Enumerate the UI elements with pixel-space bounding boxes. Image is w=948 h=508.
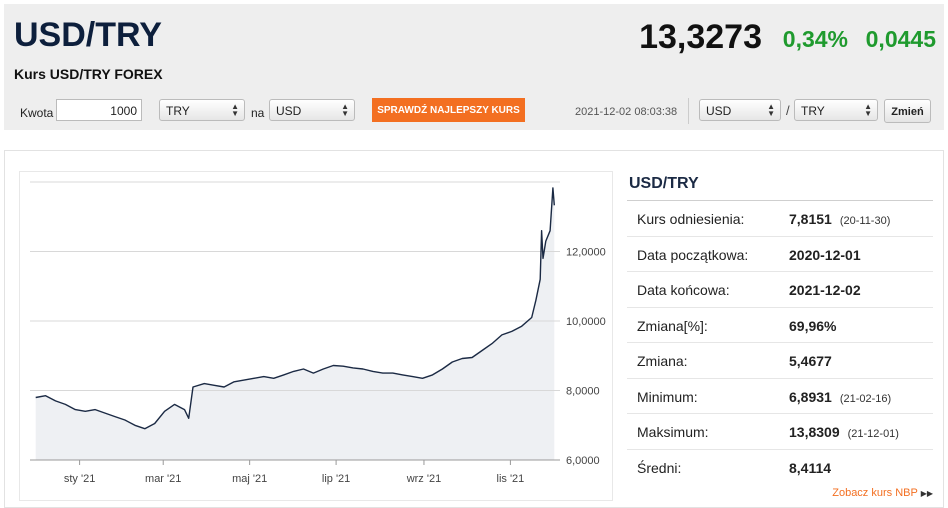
select-arrows-icon: ▲ ▼ xyxy=(767,102,775,118)
stats-row: Maksimum: 13,8309 (21-12-01) xyxy=(627,414,933,450)
x-tick-label: sty '21 xyxy=(64,473,95,485)
price-chart[interactable]: 6,0000 8,0000 10,0000 12,0000 sty '21 mar '21… xyxy=(19,171,613,501)
page-subtitle: Kurs USD/TRY FOREX xyxy=(14,66,163,82)
stats-value: 2020-12-01 xyxy=(789,246,861,263)
double-arrow-right-icon: ▶▶ xyxy=(920,489,933,498)
change-pair-button[interactable]: Zmień xyxy=(884,99,931,123)
stats-value: 6,8931 (21-02-16) xyxy=(789,388,892,405)
stats-value: 2021-12-02 xyxy=(789,282,861,298)
stats-label: Średni: xyxy=(637,459,682,476)
stats-value: 7,8151 (20-11-30) xyxy=(789,211,891,227)
page-title: USD/TRY xyxy=(14,16,162,54)
stats-row: Data końcowa: 2021-12-02 xyxy=(627,272,933,308)
nbp-link-label: Zobacz kurs NBP xyxy=(832,487,918,499)
quote-header: USD/TRY Kurs USD/TRY FOREX 13,3273 0,34%… xyxy=(4,4,944,130)
stats-value: 5,4677 xyxy=(789,353,832,369)
stats-label: Zmiana[%]: xyxy=(637,317,708,334)
stats-row: Zmiana: 5,4677 xyxy=(627,343,933,379)
stats-row: Data początkowa: 2020-12-01 xyxy=(627,237,933,272)
stats-row: Minimum: 6,8931 (21-02-16) xyxy=(627,379,933,414)
select-arrows-icon: ▲ ▼ xyxy=(231,102,239,118)
stats-panel: USD/TRY Kurs odniesienia: 7,8151 (20-11-30… xyxy=(627,171,933,485)
amount-label: Kwota xyxy=(20,106,54,120)
stats-row: Kurs odniesienia: 7,8151 (20-11-30) xyxy=(627,201,933,237)
y-tick-label: 12,0000 xyxy=(566,247,606,259)
stats-title: USD/TRY xyxy=(627,171,933,201)
pair-base-value: USD xyxy=(706,104,732,118)
currency-to-select[interactable]: USD ▲ ▼ xyxy=(269,99,355,121)
pair-quote-select[interactable]: TRY ▲ ▼ xyxy=(794,99,878,121)
x-tick-label: wrz '21 xyxy=(406,473,442,485)
stats-row: Zmiana[%]: 69,96% xyxy=(627,308,933,343)
amount-input[interactable]: 1000 xyxy=(56,99,142,121)
current-price: 13,3273 xyxy=(639,18,762,56)
chart-svg: 6,0000 8,0000 10,0000 12,0000 sty '21 mar '21… xyxy=(30,181,606,485)
stats-label: Data końcowa: xyxy=(637,282,730,298)
stats-date: (20-11-30) xyxy=(839,215,891,227)
x-tick-label: lis '21 xyxy=(497,473,525,485)
pair-base-select[interactable]: USD ▲ ▼ xyxy=(699,99,781,121)
stats-value: 8,4114 xyxy=(789,459,832,476)
currency-from-value: TRY xyxy=(166,104,190,118)
stats-label: Kurs odniesienia: xyxy=(637,211,745,227)
x-tick-label: lip '21 xyxy=(322,473,350,485)
stats-value: 13,8309 (21-12-01) xyxy=(789,424,899,440)
quote-timestamp: 2021-12-02 08:03:38 xyxy=(575,106,678,118)
stats-label: Minimum: xyxy=(637,388,698,405)
series-area-fill xyxy=(35,187,555,460)
nbp-rate-link[interactable]: Zobacz kurs NBP ▶▶ xyxy=(832,487,933,499)
select-arrows-icon: ▲ ▼ xyxy=(864,102,872,118)
currency-from-select[interactable]: TRY ▲ ▼ xyxy=(159,99,245,121)
stats-label: Data początkowa: xyxy=(637,246,749,263)
stats-row: Średni: 8,4114 xyxy=(627,450,933,486)
check-best-rate-button[interactable]: SPRAWDŹ NAJLEPSZY KURS xyxy=(372,98,525,122)
x-tick-label: mar '21 xyxy=(145,473,181,485)
change-absolute: 0,0445 xyxy=(865,26,936,52)
series-line xyxy=(35,187,555,430)
divider xyxy=(688,98,689,124)
stats-label: Zmiana: xyxy=(637,353,688,369)
stats-table: Kurs odniesienia: 7,8151 (20-11-30) Data po… xyxy=(627,201,933,485)
currency-to-value: USD xyxy=(276,104,302,118)
stats-value: 69,96% xyxy=(789,317,837,334)
pair-quote-value: TRY xyxy=(801,104,825,118)
to-label: na xyxy=(251,106,265,120)
stats-label: Maksimum: xyxy=(637,424,709,440)
stats-date: (21-12-01) xyxy=(847,428,899,440)
y-tick-label: 6,0000 xyxy=(566,455,600,467)
select-arrows-icon: ▲ ▼ xyxy=(341,102,349,118)
y-tick-label: 10,0000 xyxy=(566,316,606,328)
change-percent: 0,34% xyxy=(782,26,848,52)
pair-separator: / xyxy=(786,103,790,118)
y-tick-label: 8,0000 xyxy=(566,386,600,398)
currency-converter: Kwota 1000 TRY ▲ ▼ na USD ▲ ▼ SPRAWDŹ NAJL… xyxy=(4,96,944,130)
chart-card: 6,0000 8,0000 10,0000 12,0000 sty '21 mar '21… xyxy=(4,150,944,508)
stats-date: (21-02-16) xyxy=(839,392,892,405)
x-tick-label: maj '21 xyxy=(232,473,267,485)
